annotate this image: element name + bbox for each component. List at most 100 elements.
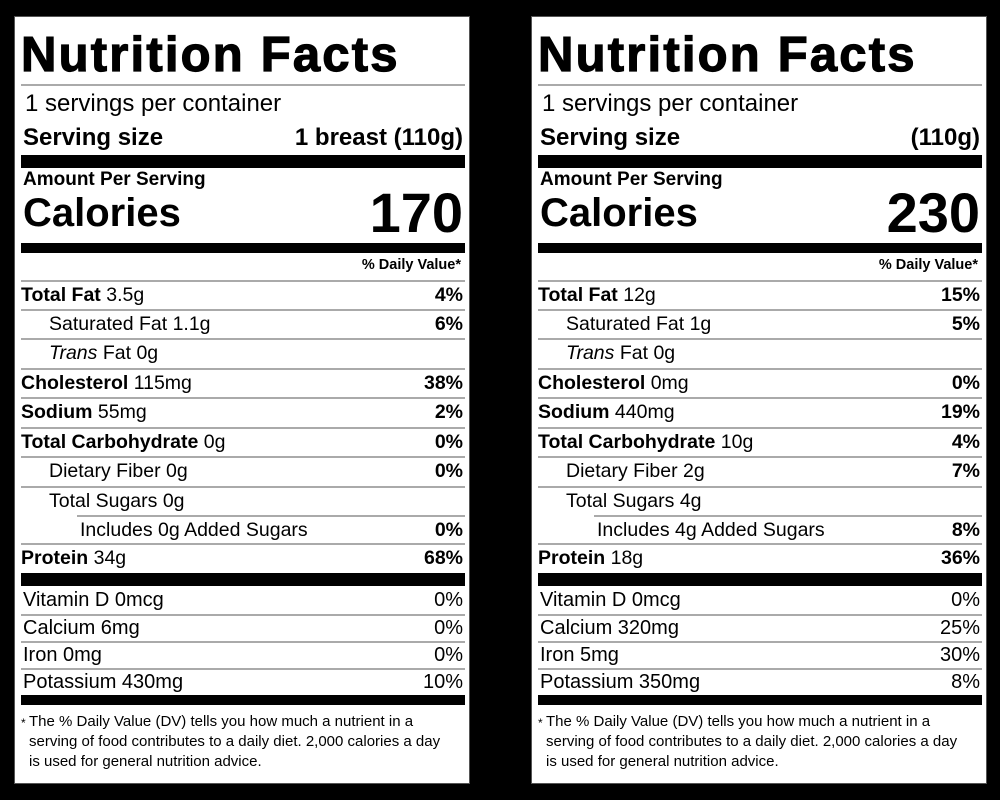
nutrient-name: Protein (21, 547, 89, 569)
footnote-asterisk: * (21, 716, 26, 730)
calories-label: Calories (540, 191, 698, 235)
nutrient-dv: 19% (940, 401, 980, 423)
nutrient-dv: 6% (434, 313, 463, 335)
vitamin-name: Iron 5mg (540, 644, 619, 666)
nutrient-dv: 36% (940, 547, 980, 569)
nutrient-dv: 4% (951, 431, 980, 453)
footnote-asterisk: * (538, 716, 543, 730)
nutrient-dv: 7% (951, 460, 980, 482)
nutrient-row-dietary-fiber: Dietary Fiber 2g 7% (538, 456, 982, 485)
nutrient-row-cholesterol: Cholesterol 0mg 0% (538, 368, 982, 397)
vitamin-name: Calcium 6mg (23, 617, 140, 639)
calories-row: Calories 170 (23, 185, 463, 241)
label-title: Nutrition Facts (537, 27, 917, 82)
vitamin-name: Vitamin D 0mcg (23, 589, 164, 611)
nutrient-amount: 440mg (614, 401, 675, 423)
serving-size-label: Serving size (540, 124, 681, 151)
thick-divider (538, 155, 982, 168)
nutrient-amount: 55mg (97, 401, 147, 423)
daily-value-header: % Daily Value* (878, 257, 978, 273)
nutrient-amount: 10g (720, 431, 754, 453)
nutrition-label-right: Nutrition Facts 1 servings per container… (531, 16, 987, 784)
thick-divider (538, 695, 982, 705)
vitamin-row-vitamin-d: Vitamin D 0mcg 0% (21, 587, 465, 614)
nutrient-dv: 38% (423, 372, 463, 394)
thick-divider (21, 243, 465, 253)
amount-per-serving: Amount Per Serving (540, 169, 723, 190)
nutrient-row-sodium: Sodium 440mg 19% (538, 397, 982, 426)
nutrient-name: Trans (566, 342, 615, 364)
nutrient-amount: 0g (653, 342, 676, 364)
serving-size-row: Serving size (110g) (540, 123, 980, 153)
nutrient-dv: 0% (434, 519, 463, 541)
nutrient-amount: 0mg (650, 372, 689, 394)
nutrient-dv: 68% (423, 547, 463, 569)
vitamin-dv: 0% (434, 589, 463, 611)
calories-value: 170 (369, 181, 463, 244)
nutrient-amount: 4g (679, 490, 702, 512)
nutrient-dv: 8% (951, 519, 980, 541)
nutrient-name: Total Fat (538, 284, 618, 306)
vitamin-row-iron: Iron 0mg 0% (21, 641, 465, 668)
calories-row: Calories 230 (540, 185, 980, 241)
footnote: * The % Daily Value (DV) tells you how m… (21, 712, 465, 772)
serving-size-row: Serving size 1 breast (110g) (23, 123, 463, 153)
vitamin-name: Potassium 430mg (23, 671, 184, 693)
nutrient-amount: 1g (689, 313, 712, 335)
nutrient-row-trans-fat: Trans Fat 0g (21, 338, 465, 367)
nutrient-name: Total Sugars (49, 490, 158, 512)
nutrient-dv: 4% (434, 284, 463, 306)
vitamin-dv: 8% (951, 671, 980, 693)
nutrient-name: Cholesterol (21, 372, 129, 394)
footnote-text: The % Daily Value (DV) tells you how muc… (546, 713, 958, 770)
nutrient-amount: 3.5g (106, 284, 145, 306)
nutrient-row-total-carbohydrate: Total Carbohydrate 10g 4% (538, 427, 982, 456)
vitamin-row-calcium: Calcium 6mg 0% (21, 614, 465, 641)
nutrient-row-protein: Protein 18g 36% (538, 543, 982, 572)
nutrient-row-total-fat: Total Fat 3.5g 4% (21, 280, 465, 309)
thick-divider (538, 573, 982, 586)
nutrient-row-sodium: Sodium 55mg 2% (21, 397, 465, 426)
vitamin-row-calcium: Calcium 320mg 25% (538, 614, 982, 641)
nutrient-name-suffix: Fat (619, 342, 649, 364)
nutrient-dv: 15% (940, 284, 980, 306)
calories-value: 230 (886, 181, 980, 244)
nutrient-amount: 2g (683, 460, 705, 482)
thick-divider (538, 243, 982, 253)
vitamin-dv: 0% (434, 644, 463, 666)
vitamin-name: Iron 0mg (23, 644, 102, 666)
nutrient-row-trans-fat: Trans Fat 0g (538, 338, 982, 367)
vitamin-dv: 25% (939, 617, 980, 639)
serving-size-value: 1 breast (110g) (294, 124, 463, 151)
nutrient-name: Saturated Fat (49, 313, 168, 335)
nutrient-row-saturated-fat: Saturated Fat 1.1g 6% (21, 309, 465, 338)
vitamin-dv: 30% (939, 644, 980, 666)
nutrient-row-total-fat: Total Fat 12g 15% (538, 280, 982, 309)
nutrient-row-protein: Protein 34g 68% (21, 543, 465, 572)
nutrient-amount: 12g (623, 284, 656, 306)
servings-per-container: 1 servings per container (25, 90, 282, 117)
nutrient-row-total-sugars: Total Sugars 4g (538, 486, 982, 515)
nutrient-name: Saturated Fat (566, 313, 685, 335)
vitamin-name: Vitamin D 0mcg (540, 589, 681, 611)
nutrient-name-suffix: Fat (102, 342, 132, 364)
nutrient-name: Total Sugars (566, 490, 675, 512)
nutrient-amount: 115mg (133, 372, 192, 394)
vitamin-dv: 0% (434, 617, 463, 639)
nutrient-row-total-carbohydrate: Total Carbohydrate 0g 0% (21, 427, 465, 456)
nutrient-row-saturated-fat: Saturated Fat 1g 5% (538, 309, 982, 338)
amount-per-serving: Amount Per Serving (23, 169, 206, 190)
vitamin-row-iron: Iron 5mg 30% (538, 641, 982, 668)
servings-per-container: 1 servings per container (542, 90, 799, 117)
nutrient-name: Cholesterol (538, 372, 646, 394)
vitamin-row-potassium: Potassium 350mg 8% (538, 668, 982, 695)
nutrient-name: Total Carbohydrate (538, 431, 716, 453)
vitamin-dv: 0% (951, 589, 980, 611)
nutrient-name: Total Carbohydrate (21, 431, 199, 453)
nutrient-dv: 0% (434, 431, 463, 453)
nutrient-amount: 34g (93, 547, 127, 569)
nutrition-label-left: Nutrition Facts 1 servings per container… (14, 16, 470, 784)
nutrient-name: Total Fat (21, 284, 101, 306)
nutrient-row-added-sugars: Includes 0g Added Sugars 0% (77, 515, 465, 544)
nutrient-row-added-sugars: Includes 4g Added Sugars 8% (594, 515, 982, 544)
